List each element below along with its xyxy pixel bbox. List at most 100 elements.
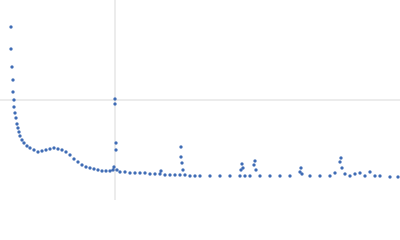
point	[133, 171, 137, 175]
point	[239, 168, 243, 172]
point	[243, 174, 247, 178]
point	[10, 65, 14, 69]
point	[115, 168, 119, 172]
point	[238, 174, 242, 178]
point	[64, 150, 68, 154]
point	[68, 153, 72, 157]
point	[52, 146, 56, 150]
point	[92, 167, 96, 171]
point	[358, 171, 362, 175]
point	[44, 148, 48, 152]
point	[9, 47, 13, 51]
point	[28, 146, 32, 150]
point	[163, 173, 167, 177]
point	[278, 174, 282, 178]
point	[173, 173, 177, 177]
point	[76, 160, 80, 164]
point	[9, 25, 13, 29]
point	[378, 174, 382, 178]
point	[153, 172, 157, 176]
point	[14, 116, 18, 120]
point	[25, 144, 29, 148]
point	[114, 148, 118, 152]
point	[13, 111, 17, 115]
point	[252, 163, 256, 167]
point	[193, 174, 197, 178]
point	[18, 134, 22, 138]
point	[363, 174, 367, 178]
point	[138, 171, 142, 175]
page: {"chart_data": {"type": "scatter", "colo…	[0, 0, 400, 200]
point	[113, 102, 117, 106]
point	[112, 165, 116, 169]
point	[60, 148, 64, 152]
point	[388, 175, 392, 179]
point	[308, 174, 312, 178]
point	[180, 161, 184, 165]
point	[343, 172, 347, 176]
point	[128, 171, 132, 175]
point	[123, 170, 127, 174]
point	[11, 78, 15, 82]
point	[113, 97, 117, 101]
point	[11, 90, 15, 94]
point	[348, 174, 352, 178]
point	[254, 168, 258, 172]
point	[300, 172, 304, 176]
point	[111, 168, 115, 172]
point	[179, 145, 183, 149]
point	[84, 165, 88, 169]
point	[339, 156, 343, 160]
point	[80, 163, 84, 167]
point	[208, 174, 212, 178]
point	[268, 174, 272, 178]
point	[148, 172, 152, 176]
point	[328, 174, 332, 178]
point	[318, 174, 322, 178]
point	[168, 173, 172, 177]
point	[158, 172, 162, 176]
point	[228, 174, 232, 178]
point	[12, 98, 16, 102]
point	[333, 171, 337, 175]
point	[15, 122, 19, 126]
point	[188, 174, 192, 178]
point	[16, 126, 20, 130]
point	[368, 170, 372, 174]
point	[40, 149, 44, 153]
point	[104, 169, 108, 173]
point	[72, 157, 76, 161]
point	[288, 174, 292, 178]
point	[48, 147, 52, 151]
point	[12, 105, 16, 109]
point	[353, 172, 357, 176]
point	[143, 171, 147, 175]
point	[179, 155, 183, 159]
point	[118, 170, 122, 174]
point	[340, 166, 344, 170]
point	[198, 174, 202, 178]
point	[88, 166, 92, 170]
point	[241, 166, 245, 170]
point	[108, 169, 112, 173]
point	[396, 175, 400, 179]
point	[32, 148, 36, 152]
point	[17, 130, 21, 134]
point	[56, 147, 60, 151]
point	[338, 160, 342, 164]
point	[240, 162, 244, 166]
point	[253, 159, 257, 163]
point	[20, 138, 24, 142]
chart	[0, 0, 400, 200]
point	[183, 173, 187, 177]
point	[100, 169, 104, 173]
point	[181, 168, 185, 172]
point	[114, 141, 118, 145]
point	[36, 150, 40, 154]
point	[218, 174, 222, 178]
point	[299, 166, 303, 170]
point	[373, 174, 377, 178]
point	[159, 169, 163, 173]
point	[178, 173, 182, 177]
point	[258, 174, 262, 178]
